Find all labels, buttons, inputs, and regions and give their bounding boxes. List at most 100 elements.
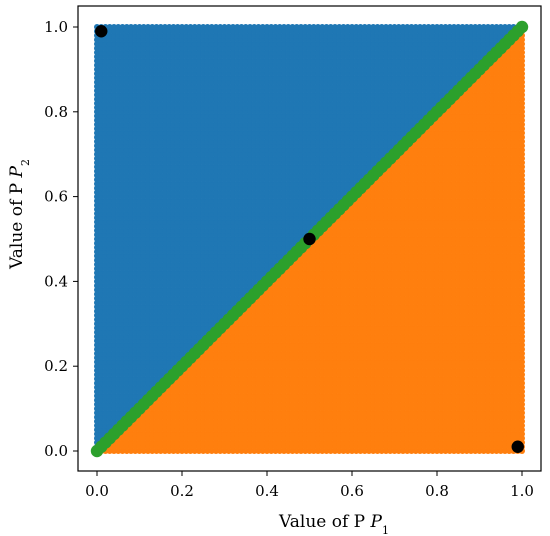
scatter-point-blue xyxy=(111,74,117,81)
scatter-point-blue xyxy=(111,392,117,399)
scatter-point-blue xyxy=(149,155,156,162)
scatter-point-blue xyxy=(157,202,164,209)
scatter-point-blue xyxy=(162,113,168,120)
scatter-point-blue xyxy=(94,36,100,43)
scatter-point-blue xyxy=(153,57,160,64)
scatter-point-blue xyxy=(149,193,156,200)
scatter-point-blue xyxy=(157,70,164,77)
scatter-point-blue xyxy=(149,312,156,319)
scatter-point-blue xyxy=(102,388,109,395)
scatter-point-blue xyxy=(170,261,177,268)
scatter-point-blue xyxy=(111,189,117,196)
scatter-point-blue xyxy=(94,278,100,285)
scatter-point-blue xyxy=(115,91,122,98)
scatter-point-blue xyxy=(111,87,117,94)
scatter-point-blue xyxy=(123,189,130,196)
scatter-point-blue xyxy=(106,291,113,298)
scatter-point-blue xyxy=(136,358,143,365)
scatter-point-blue xyxy=(149,248,156,255)
scatter-point-blue xyxy=(140,189,147,196)
scatter-point-blue xyxy=(115,66,122,73)
scatter-point-blue xyxy=(132,219,139,226)
scatter-point-blue xyxy=(157,295,164,302)
scatter-point-blue xyxy=(145,295,151,302)
scatter-point-blue xyxy=(162,202,168,209)
scatter-point-blue xyxy=(94,210,100,217)
scatter-point-blue xyxy=(149,325,156,332)
scatter-point-blue xyxy=(111,282,117,289)
scatter-point-blue xyxy=(106,146,113,153)
scatter-point-blue xyxy=(115,371,122,378)
scatter-point-blue xyxy=(162,100,168,107)
scatter-point-blue xyxy=(115,308,122,315)
scatter-point-blue xyxy=(119,40,126,47)
scatter-point-blue xyxy=(111,325,117,332)
scatter-point-blue xyxy=(119,401,126,408)
scatter-point-blue xyxy=(153,274,160,281)
scatter-point-blue xyxy=(111,261,117,268)
scatter-point-blue xyxy=(123,342,130,348)
scatter-point-blue xyxy=(157,142,164,149)
scatter-point-blue xyxy=(140,316,147,323)
scatter-point-blue xyxy=(123,231,130,238)
scatter-point-blue xyxy=(128,257,134,264)
scatter-point-blue xyxy=(132,202,139,209)
scatter-point-blue xyxy=(136,121,143,128)
scatter-point-blue xyxy=(145,231,151,238)
scatter-point-blue xyxy=(140,96,147,103)
scatter-point-blue xyxy=(136,168,143,175)
scatter-point-blue xyxy=(149,134,156,141)
scatter-point-blue xyxy=(98,422,105,429)
scatter-point-blue xyxy=(98,108,105,115)
scatter-point-blue xyxy=(94,261,100,268)
scatter-point-blue xyxy=(149,40,156,47)
scatter-point-blue xyxy=(123,363,130,370)
scatter-point-blue xyxy=(162,265,168,272)
scatter-point-blue xyxy=(106,130,113,136)
scatter-point-blue xyxy=(128,206,134,213)
scatter-point-blue xyxy=(157,57,164,64)
scatter-point-blue xyxy=(128,329,134,336)
scatter-point-blue xyxy=(106,375,113,382)
scatter-point-blue xyxy=(119,100,126,107)
scatter-point-blue xyxy=(98,142,105,149)
scatter-point-blue xyxy=(153,36,160,43)
scatter-point-blue xyxy=(128,337,134,344)
scatter-point-blue xyxy=(145,104,151,111)
scatter-point-blue xyxy=(149,74,156,81)
scatter-point-blue xyxy=(115,206,122,213)
scatter-point-blue xyxy=(123,138,130,145)
scatter-point-blue xyxy=(94,405,100,412)
scatter-point-blue xyxy=(115,185,122,192)
scatter-point-blue xyxy=(115,252,122,259)
scatter-point-blue xyxy=(145,176,151,183)
scatter-point-blue xyxy=(140,74,147,81)
scatter-point-blue xyxy=(98,325,105,332)
scatter-point-blue xyxy=(98,168,105,175)
scatter-point-blue xyxy=(162,291,168,298)
scatter-point-blue xyxy=(94,113,100,120)
scatter-point-blue xyxy=(119,87,126,94)
scatter-point-blue xyxy=(149,117,156,124)
scatter-point-blue xyxy=(136,130,143,136)
scatter-point-blue xyxy=(102,295,109,302)
scatter-point-blue xyxy=(132,363,139,370)
scatter-point-blue xyxy=(115,286,122,293)
scatter-point-blue xyxy=(119,261,126,268)
scatter-point-blue xyxy=(140,91,147,98)
scatter-point-blue xyxy=(153,333,160,340)
scatter-point-blue xyxy=(119,74,126,81)
scatter-point-blue xyxy=(115,397,122,404)
scatter-point-blue xyxy=(149,227,156,234)
scatter-point-blue xyxy=(128,74,134,81)
scatter-point-blue xyxy=(145,87,151,94)
scatter-point-blue xyxy=(102,282,109,289)
scatter-point-blue xyxy=(123,172,130,179)
scatter-point-blue xyxy=(98,206,105,213)
scatter-point-blue xyxy=(102,367,109,374)
scatter-point-blue xyxy=(123,142,130,149)
scatter-point-blue xyxy=(149,32,156,39)
scatter-point-blue xyxy=(115,261,122,268)
scatter-point-blue xyxy=(94,151,100,158)
scatter-point-blue xyxy=(145,91,151,98)
